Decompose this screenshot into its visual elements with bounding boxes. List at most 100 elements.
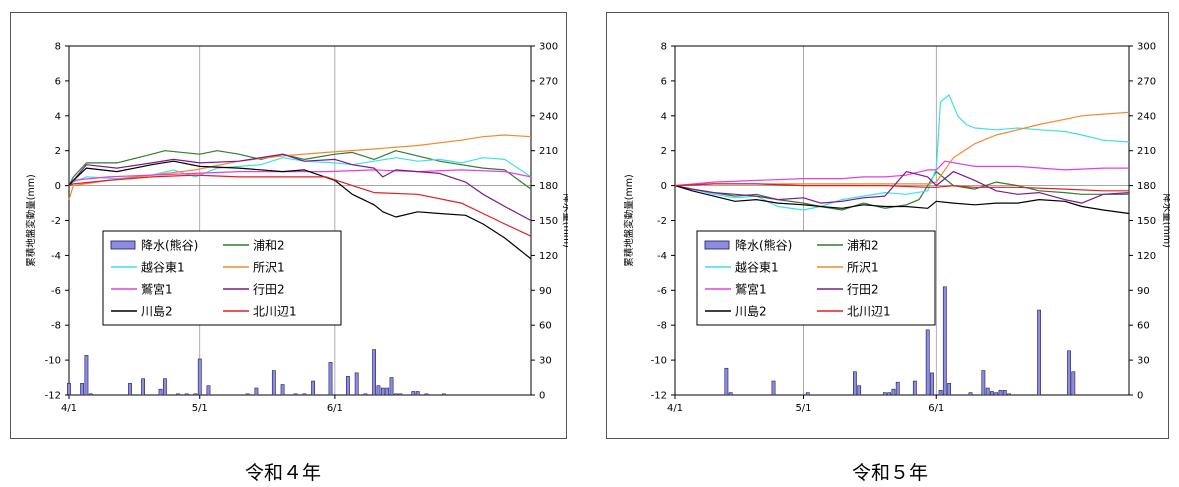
rain-bar xyxy=(895,381,900,396)
x-tick-label: 4/1 xyxy=(61,403,77,414)
y2-tick-label: 300 xyxy=(539,42,558,53)
rain-bar xyxy=(942,286,947,396)
rain-bar xyxy=(891,388,896,396)
y2-tick-label: 240 xyxy=(1137,111,1156,122)
rain-bar xyxy=(311,380,315,396)
rain-bar xyxy=(852,371,857,396)
series-line-越谷東1 xyxy=(674,94,1130,211)
rain-bar xyxy=(393,393,398,396)
rain-bar xyxy=(176,393,180,396)
legend-label-北川辺1: 北川辺1 xyxy=(847,305,891,319)
rain-bar xyxy=(887,392,892,396)
y2-tick-label: 120 xyxy=(1137,251,1156,262)
legend-label-北川辺1: 北川辺1 xyxy=(253,305,297,319)
y-tick-label: -12 xyxy=(651,391,667,402)
rain-bar xyxy=(424,393,429,396)
y-tick-label: -4 xyxy=(51,251,61,262)
rain-bar xyxy=(385,387,390,396)
y-tick-label: -4 xyxy=(657,251,667,262)
series-line-行田2 xyxy=(68,153,532,222)
legend-label-降水-熊谷: 降水(熊谷) xyxy=(735,238,792,253)
legend-label-浦和2: 浦和2 xyxy=(847,239,879,253)
rain-bar xyxy=(328,362,333,396)
rain-bar xyxy=(363,393,368,396)
series-line-浦和2 xyxy=(68,150,532,190)
rain-bar xyxy=(1007,393,1011,396)
y-tick-label: -10 xyxy=(651,356,667,367)
y2-axis-label: 降水量(mm) xyxy=(561,193,568,247)
chart-panel-r4: 8 6 4 2 0 -2 -4 -6 -8 -10 -12 300 270 240 210 180 150 120… xyxy=(10,12,568,439)
rain-bar xyxy=(245,393,250,396)
legend-label-川島2: 川島2 xyxy=(735,304,767,319)
series-line-北川辺1 xyxy=(674,183,1129,192)
rain-bar xyxy=(968,392,973,396)
legend-label-所沢1: 所沢1 xyxy=(253,261,285,275)
rain-bar xyxy=(930,372,934,396)
rain-bar xyxy=(184,393,189,396)
y-tick-label: 0 xyxy=(55,181,61,192)
y-tick-label: -8 xyxy=(51,321,61,332)
rain-bar xyxy=(380,387,385,396)
rain-bar xyxy=(84,355,89,396)
rain-bar xyxy=(441,393,446,396)
rain-bar xyxy=(376,385,381,396)
y2-tick-label: 240 xyxy=(539,111,558,122)
y2-axis-label: 降水量(mm) xyxy=(1161,193,1170,247)
rain-bar xyxy=(857,385,862,396)
y2-tick-label: 30 xyxy=(539,356,552,367)
legend-label-越谷東1: 越谷東1 xyxy=(141,261,185,275)
legend-label-鷲宮1: 鷲宮1 xyxy=(735,282,767,297)
rain-bar xyxy=(805,392,810,396)
rain-bar xyxy=(947,383,952,396)
chart-caption-r4: 令和４年 xyxy=(244,462,321,484)
x-tick-label: 4/1 xyxy=(667,403,683,414)
y-tick-label: 4 xyxy=(661,111,667,122)
rain-bar xyxy=(254,387,259,396)
y-tick-label: 2 xyxy=(55,146,61,157)
rain-bar xyxy=(80,383,84,396)
rain-bar xyxy=(354,372,359,396)
y2-tick-label: 180 xyxy=(539,181,558,192)
y2-tick-label: 210 xyxy=(539,146,558,157)
rain-bar xyxy=(1002,390,1007,396)
x-tick-label: 5/1 xyxy=(192,403,208,414)
rain-bar xyxy=(728,392,733,396)
plot-area xyxy=(675,46,1129,395)
y2-tick-label: 30 xyxy=(1137,356,1150,367)
y-tick-label: 2 xyxy=(661,146,667,157)
chart-caption-r5: 令和５年 xyxy=(851,462,928,484)
x-tick-label: 6/1 xyxy=(327,403,343,414)
rain-bar xyxy=(206,385,211,396)
rain-bar xyxy=(162,378,167,396)
chart-r4: 86420-2-4-6-8-10-12300270240210180150120… xyxy=(25,42,568,415)
legend-label-鷲宮1: 鷲宮1 xyxy=(141,282,173,297)
rain-bar xyxy=(912,380,917,396)
y-tick-label: 6 xyxy=(661,76,667,87)
y2-tick-label: 270 xyxy=(1137,76,1156,87)
y-axis-label: 累積地盤変動量(mm) xyxy=(623,174,635,266)
y-tick-label: 0 xyxy=(661,181,667,192)
rain-bar xyxy=(128,383,132,396)
chart-panel-r5: 8 6 4 2 0 -2 -4 -6 -8 -10 -12 300 270 240 210 180 150 120… xyxy=(606,12,1170,439)
rain-bar xyxy=(990,391,994,396)
legend-box xyxy=(696,230,936,326)
y2-tick-label: 90 xyxy=(539,286,552,297)
chart-r5: 86420-2-4-6-8-10-12300270240210180150120… xyxy=(623,42,1170,415)
y-tick-label: -10 xyxy=(45,356,61,367)
y2-tick-label: 0 xyxy=(1137,391,1143,402)
rain-bar xyxy=(1071,371,1076,396)
legend-label-所沢1: 所沢1 xyxy=(847,261,879,275)
y2-tick-label: 90 xyxy=(1137,286,1150,297)
legend: 降水(熊谷) 浦和2 越谷東1 所沢1 鷲宮1 行田2 川島2 北川辺1 xyxy=(102,230,342,326)
rain-bar xyxy=(193,393,198,396)
rain-bar xyxy=(88,393,93,396)
y-tick-label: -2 xyxy=(657,216,667,227)
series-line-鷲宮1 xyxy=(674,160,1129,187)
series-line-行田2 xyxy=(674,171,1130,204)
rain-bar xyxy=(771,380,776,396)
y-tick-label: -8 xyxy=(657,321,667,332)
y-tick-label: -2 xyxy=(51,216,61,227)
rain-bar xyxy=(346,376,350,396)
rain-bar xyxy=(1067,350,1071,396)
plot-area xyxy=(69,46,531,395)
